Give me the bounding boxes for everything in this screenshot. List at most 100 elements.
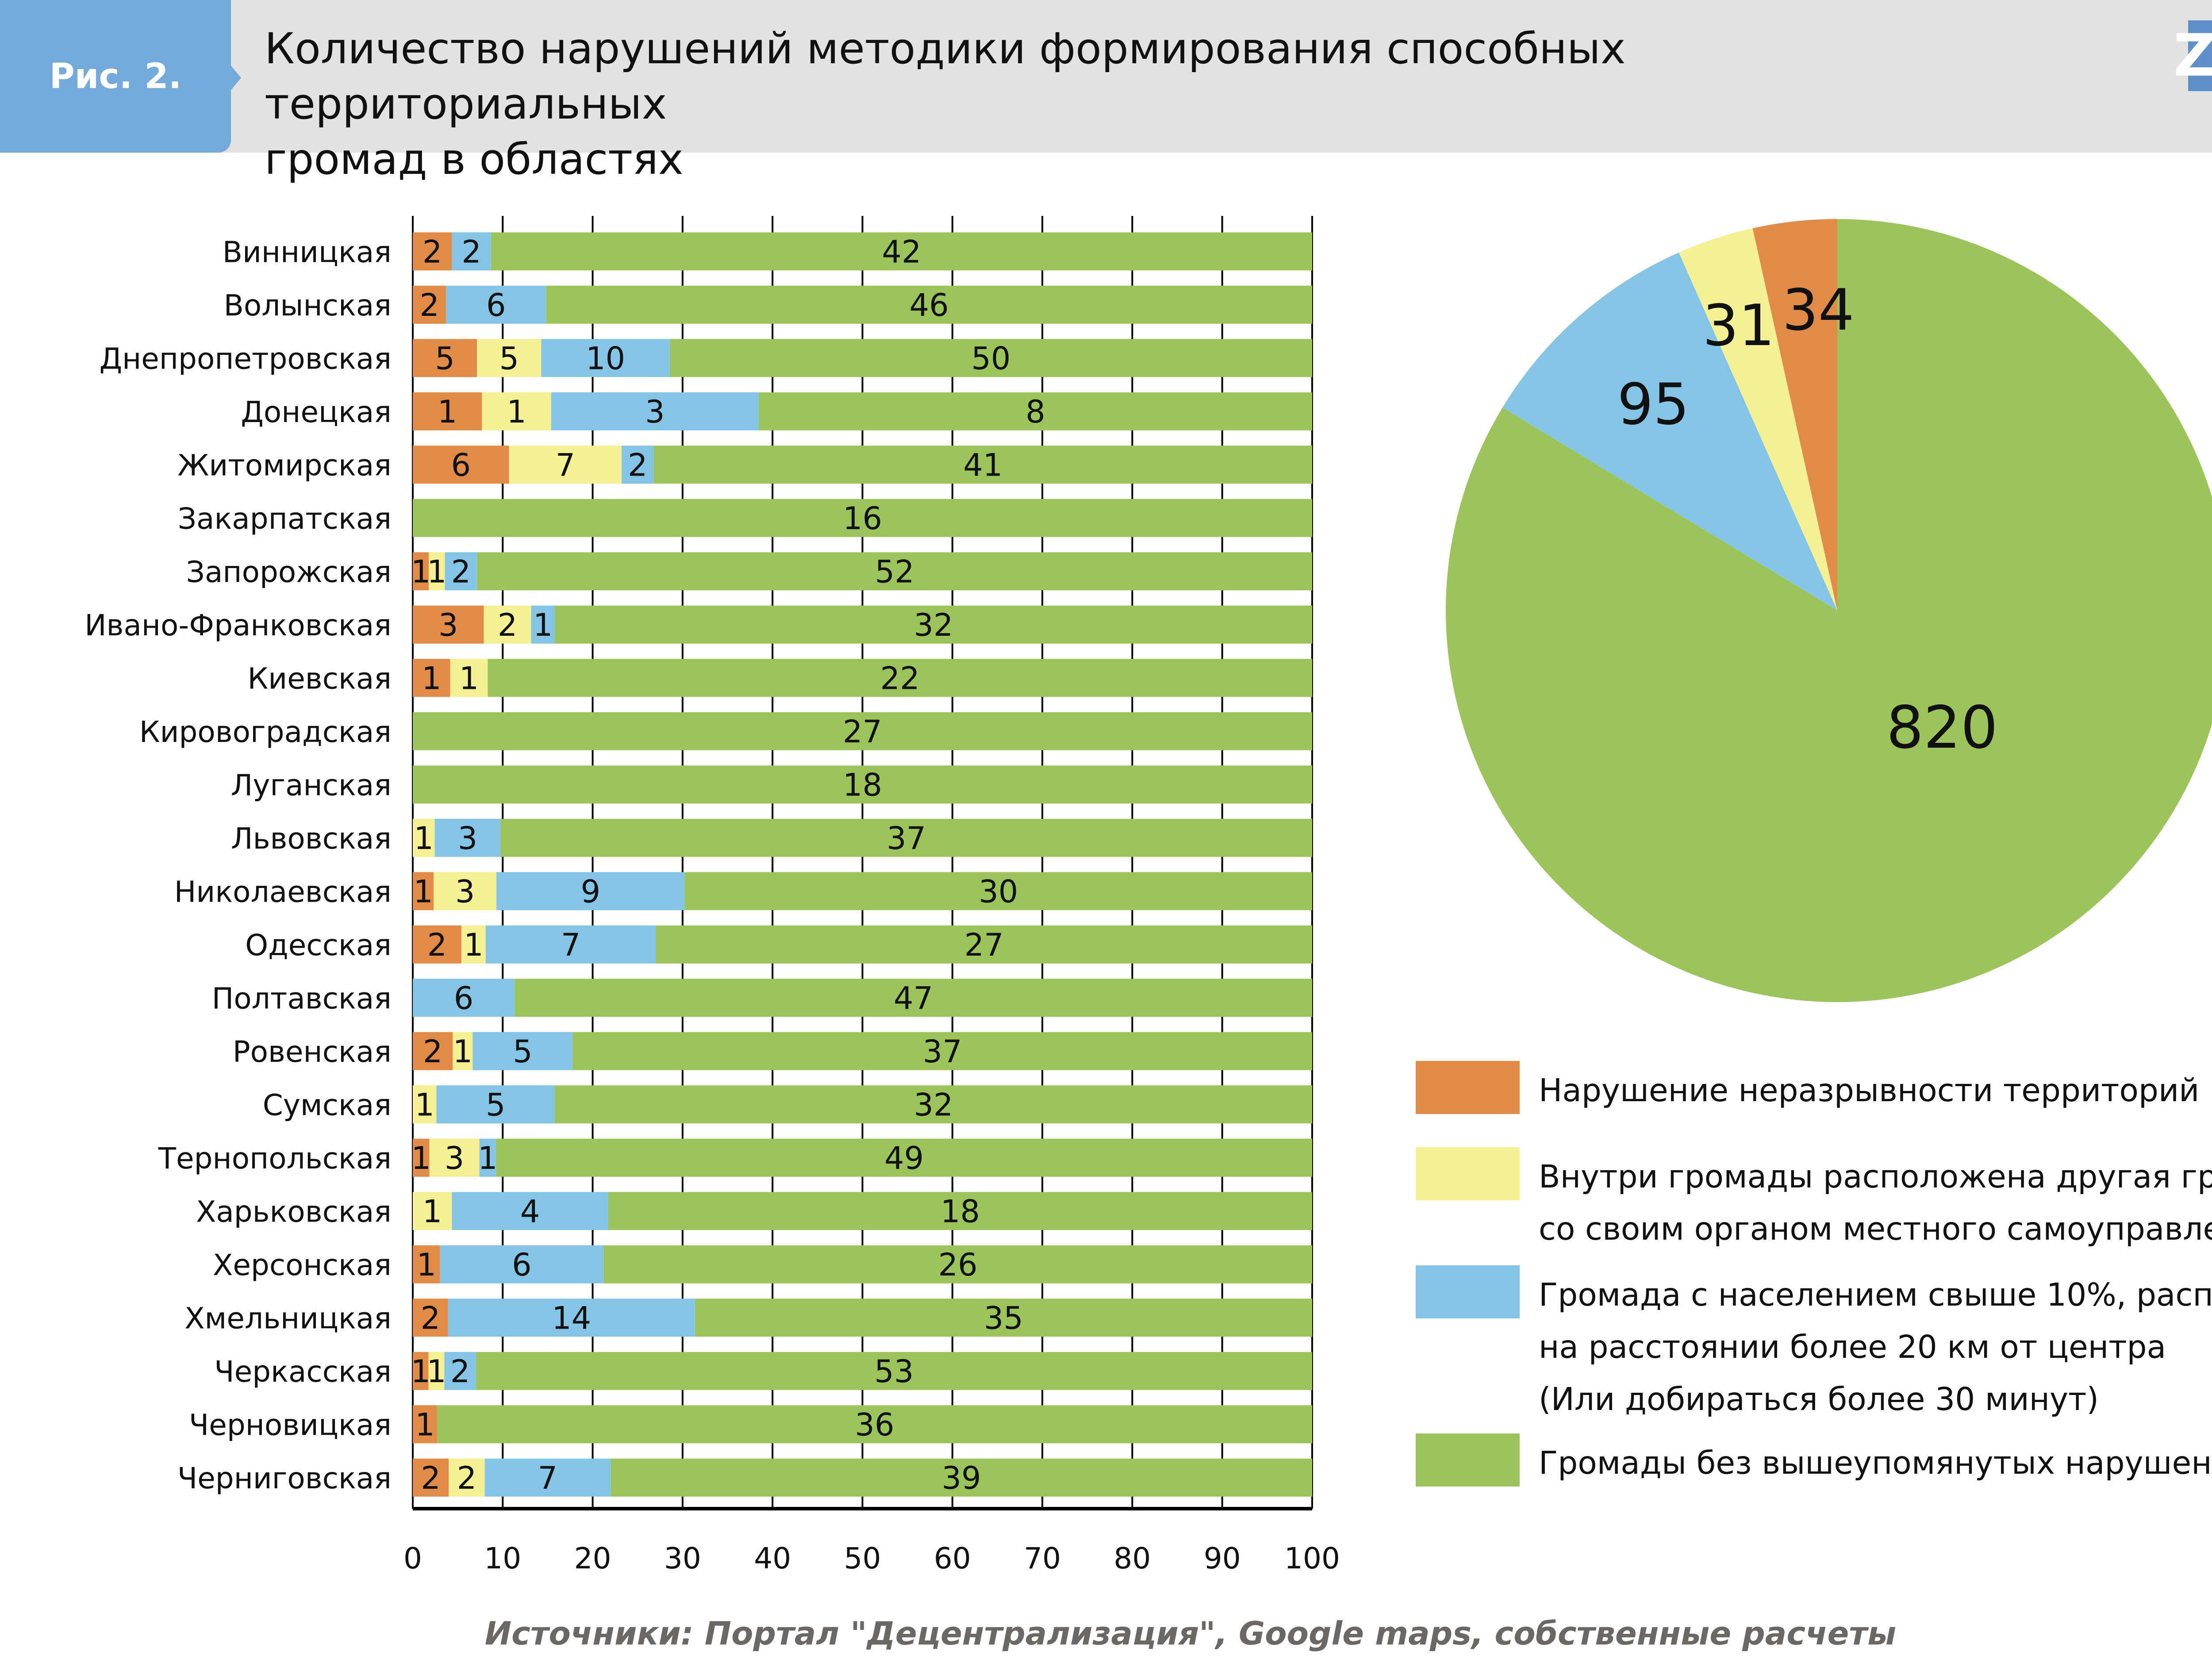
pie-slice-distance	[1502, 252, 1837, 611]
bar-segment-none	[477, 552, 1312, 591]
category-label: Житомирская	[177, 448, 392, 482]
bar-segment-distance	[446, 285, 546, 324]
category-label: Запорожская	[186, 555, 392, 589]
bar-value-label: 50	[971, 340, 1010, 377]
bar-value-label: 2	[498, 607, 518, 643]
bar-segment-none	[611, 1458, 1312, 1497]
x-tick-label: 30	[664, 1541, 701, 1575]
bar-value-label: 5	[435, 340, 455, 377]
bar-value-label: 5	[499, 340, 519, 377]
bar-segment-distance	[452, 232, 491, 271]
bar-value-label: 6	[512, 1247, 532, 1283]
bar-value-label: 30	[979, 873, 1018, 910]
bar-segment-enclave	[413, 1192, 452, 1230]
x-tick-label: 20	[574, 1541, 611, 1575]
figure-label: Рис. 2.	[49, 56, 182, 96]
bar-value-label: 6	[451, 447, 471, 483]
bar-segment-enclave	[429, 1138, 480, 1177]
bar-segment-distance	[472, 1032, 573, 1070]
bar-segment-none	[546, 285, 1312, 324]
bar-segment-contiguity	[413, 1405, 437, 1444]
bar-segment-contiguity	[413, 1458, 449, 1497]
legend-swatch	[1416, 1265, 1520, 1318]
bar-value-label: 2	[427, 927, 447, 963]
pie-value-label: 95	[1617, 372, 1690, 438]
x-tick-label: 60	[934, 1541, 971, 1575]
legend-swatch	[1416, 1147, 1520, 1200]
bar-segment-none	[488, 659, 1312, 697]
bar-value-label: 2	[421, 1460, 441, 1496]
bar-segment-enclave	[450, 659, 488, 697]
source-note: Источники: Портал "Децентрализация", Goo…	[484, 1615, 1897, 1652]
bar-value-label: 37	[887, 820, 926, 857]
bar-value-label: 22	[880, 660, 920, 696]
legend-swatch	[1416, 1061, 1520, 1114]
pie-value-label: 34	[1782, 277, 1855, 343]
bar-value-label: 3	[455, 873, 475, 910]
bar-value-label: 36	[855, 1406, 894, 1443]
bar-value-label: 1	[415, 1087, 434, 1123]
bar-value-label: 1	[411, 1140, 431, 1176]
bar-value-label: 1	[411, 553, 431, 590]
bar-segment-distance	[621, 446, 654, 484]
category-label: Одесская	[245, 928, 392, 962]
bar-segment-none	[608, 1192, 1312, 1230]
bar-value-label: 2	[423, 1034, 443, 1070]
bar-segment-contiguity	[413, 392, 482, 430]
chart-title-line-1: Количество нарушений методики формирован…	[265, 24, 1626, 129]
bar-value-label: 1	[413, 873, 433, 910]
bar-value-label: 2	[421, 1300, 441, 1336]
bar-segment-contiguity	[413, 872, 434, 911]
figure-tab	[0, 0, 231, 153]
bar-segment-distance	[551, 392, 759, 430]
category-label: Тернопольская	[158, 1141, 392, 1176]
category-label: Винницкая	[223, 235, 392, 269]
bar-value-label: 10	[586, 340, 625, 377]
bar-value-label: 1	[415, 1406, 435, 1443]
bar-value-label: 3	[445, 1140, 465, 1176]
bar-segment-distance	[541, 339, 670, 377]
bar-segment-distance	[485, 925, 656, 964]
bar-segment-distance	[496, 872, 685, 911]
bar-segment-contiguity	[413, 446, 509, 484]
legend-label-line: на расстоянии более 20 км от центра	[1539, 1329, 2166, 1365]
bar-value-label: 1	[438, 394, 457, 430]
legend-label: Громада с населением свыше 10%, располож…	[1539, 1269, 2212, 1425]
bar-value-label: 27	[843, 714, 882, 750]
bar-segment-contiguity	[413, 1138, 430, 1177]
category-label: Черниговская	[177, 1461, 392, 1495]
category-label: Днепропетровская	[100, 342, 392, 376]
bar-segment-contiguity	[413, 285, 446, 324]
bar-segment-none	[476, 1352, 1312, 1390]
bar-segment-none	[656, 925, 1312, 964]
bar-segment-distance	[445, 552, 477, 591]
chart-title: Количество нарушений методики формирован…	[265, 21, 1990, 187]
category-label: Хмельницкая	[184, 1301, 392, 1335]
x-tick-label: 50	[844, 1541, 881, 1575]
bar-segment-enclave	[413, 818, 435, 857]
bar-value-label: 3	[458, 820, 478, 857]
category-label: Херсонская	[213, 1248, 392, 1282]
bar-value-label: 41	[963, 447, 1002, 483]
bar-segment-none	[515, 979, 1312, 1017]
category-label: Черновицкая	[189, 1408, 392, 1442]
bar-segment-none	[684, 872, 1312, 911]
bar-segment-none	[695, 1299, 1312, 1337]
bar-value-label: 2	[451, 553, 471, 590]
bar-segment-distance	[436, 1085, 555, 1124]
bar-value-label: 4	[520, 1193, 540, 1229]
bar-segment-contiguity	[413, 925, 461, 964]
bar-value-label: 7	[561, 927, 581, 963]
bar-value-label: 7	[556, 447, 576, 483]
bar-value-label: 37	[923, 1034, 962, 1070]
x-tick-label: 80	[1114, 1541, 1151, 1575]
bar-segment-contiguity	[413, 1032, 453, 1070]
legend-label-line: Внутри громады расположена другая громад…	[1539, 1158, 2212, 1195]
category-label: Луганская	[231, 768, 392, 802]
header-band	[0, 0, 2212, 153]
bar-segment-none	[669, 339, 1312, 377]
bar-segment-contiguity	[413, 605, 484, 644]
